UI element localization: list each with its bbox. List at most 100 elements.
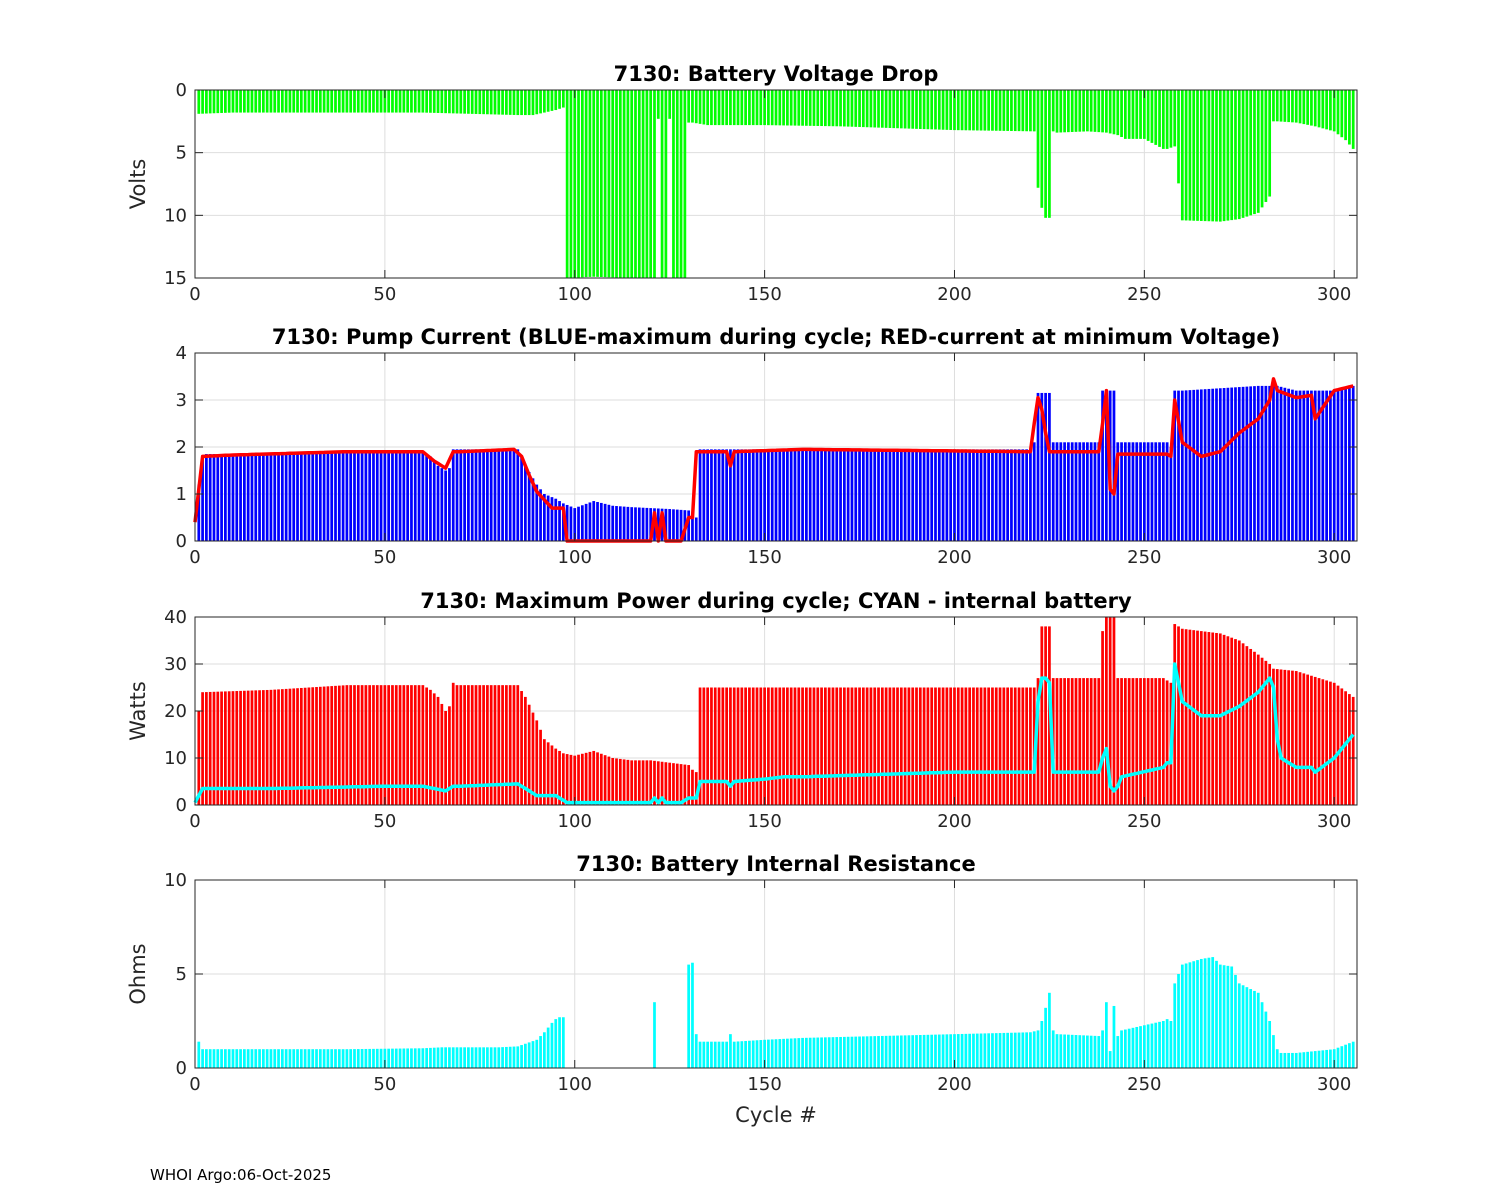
bar (1067, 678, 1070, 805)
bar (1241, 643, 1245, 805)
bar (618, 506, 622, 541)
bar (1344, 691, 1347, 805)
bar (1199, 631, 1203, 805)
bar (269, 1049, 273, 1068)
bar (1211, 957, 1215, 1068)
bar (1146, 442, 1150, 541)
bar (383, 685, 387, 805)
bar (1006, 90, 1010, 131)
bar (326, 1049, 330, 1068)
bar (326, 90, 330, 113)
bar (284, 688, 288, 805)
bar (212, 454, 216, 541)
bar (1211, 632, 1215, 805)
bar (808, 1037, 812, 1068)
bar (1313, 390, 1317, 541)
bar (489, 685, 493, 805)
bar (1348, 1043, 1351, 1068)
bar (1203, 958, 1207, 1068)
bar (1116, 90, 1120, 136)
bar (835, 449, 839, 541)
bar (1336, 90, 1340, 135)
bar (455, 1047, 459, 1068)
bar (675, 90, 679, 278)
bar (934, 1034, 937, 1068)
bar (1006, 449, 1010, 541)
bar (1063, 90, 1066, 133)
bar (736, 90, 740, 126)
bar (899, 90, 903, 129)
bar (1048, 90, 1051, 218)
bar (391, 1048, 394, 1068)
bar (918, 90, 922, 129)
bar (356, 685, 360, 805)
bar (960, 90, 964, 131)
bar (1161, 678, 1165, 805)
bar (489, 90, 493, 115)
bar (349, 90, 353, 113)
bar (337, 1049, 341, 1068)
bar (740, 90, 744, 126)
bar (831, 90, 835, 127)
bar (394, 685, 398, 805)
bar (1093, 442, 1097, 541)
bar (372, 1048, 375, 1068)
bar (406, 685, 410, 805)
bar (254, 1049, 258, 1068)
bar (763, 1039, 766, 1068)
bar (1351, 696, 1355, 805)
bar (1029, 1032, 1032, 1068)
bar (786, 90, 789, 126)
bar (1234, 387, 1237, 541)
bar (1329, 90, 1332, 131)
bar (918, 687, 922, 805)
bar (668, 90, 672, 119)
bar (630, 90, 634, 278)
bar (1017, 90, 1021, 132)
bar (258, 1049, 261, 1068)
bar (622, 759, 626, 805)
bar (1203, 389, 1207, 541)
bar (1283, 90, 1287, 122)
bar (793, 687, 797, 805)
bar (303, 452, 307, 541)
bar (246, 690, 250, 805)
bar (964, 449, 968, 541)
bar (797, 90, 801, 126)
bar (280, 689, 284, 805)
bar (1249, 90, 1253, 216)
bar (1161, 1021, 1165, 1068)
bar (318, 686, 322, 805)
bar (1268, 90, 1272, 197)
bar (1097, 678, 1101, 805)
bar (1101, 390, 1104, 541)
bar (1340, 388, 1344, 541)
bar (1135, 678, 1139, 805)
bar (1264, 385, 1268, 541)
bar (242, 90, 246, 113)
bar (360, 1049, 364, 1068)
bar (892, 687, 896, 805)
bar (641, 760, 645, 805)
bar (691, 512, 694, 541)
bar (607, 90, 611, 278)
bar (1086, 442, 1089, 541)
bar (212, 691, 216, 805)
x-tick-label: 200 (937, 284, 971, 305)
bar (1192, 630, 1196, 805)
bar (444, 470, 447, 541)
bar (1093, 678, 1097, 805)
bar (1101, 90, 1104, 133)
bar (949, 449, 953, 541)
bar (265, 1049, 269, 1068)
bar (599, 502, 603, 541)
bar (524, 1043, 527, 1068)
bar (710, 1041, 713, 1068)
bar (337, 90, 341, 113)
bar (379, 90, 383, 113)
bar (273, 453, 277, 541)
bar (470, 1047, 474, 1068)
bar (436, 1047, 440, 1068)
bar (1184, 390, 1188, 541)
